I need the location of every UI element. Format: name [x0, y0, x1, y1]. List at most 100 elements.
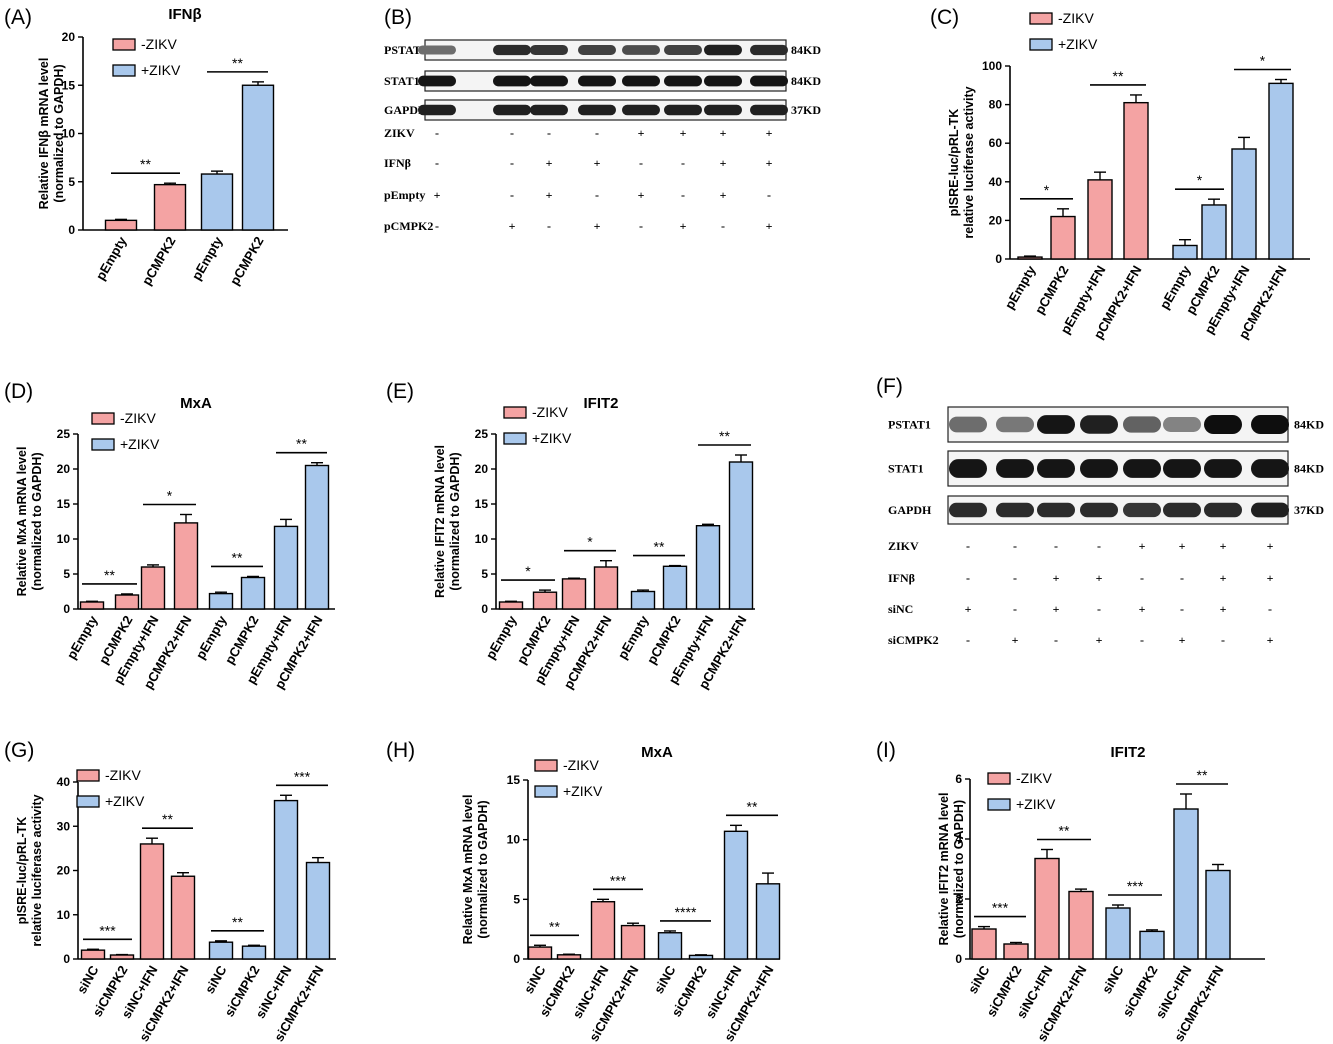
condition-sign: +: [1179, 633, 1186, 647]
chart-title: IFIT2: [583, 395, 618, 412]
condition-label: pEmpty: [384, 188, 425, 202]
y-axis-label: (normalized to GAPDH): [476, 800, 490, 938]
significance-label: ****: [675, 904, 697, 920]
bar: [1034, 857, 1060, 960]
blot-band: [949, 502, 987, 518]
legend-label: +ZIKV: [1058, 36, 1098, 52]
bar: [241, 945, 267, 960]
blot-band: [1163, 416, 1201, 433]
chart-title: IFIT2: [1110, 744, 1145, 761]
chart-panel-D: (D) MxA 0 5 10 15 20 25 Relative MxA mRNA level(…: [4, 380, 335, 692]
y-tick-label: 20: [57, 864, 71, 878]
significance-label: **: [1113, 68, 1124, 84]
panel-label: (F): [876, 375, 903, 398]
legend-swatch: [534, 785, 558, 798]
panel-label: (H): [386, 739, 415, 762]
bar: [104, 219, 138, 231]
y-axis-label: pISRE-luc/pRL-TK: [947, 109, 961, 217]
condition-sign: -: [639, 156, 643, 170]
condition-sign: +: [766, 219, 773, 233]
blot-band: [704, 104, 742, 116]
condition-sign: -: [1013, 539, 1017, 553]
y-tick-label: 5: [513, 892, 520, 906]
condition-label: pCMPK2: [384, 219, 433, 233]
blot-band: [418, 45, 456, 55]
condition-sign: -: [966, 539, 970, 553]
condition-sign: +: [766, 126, 773, 140]
significance-label: ***: [610, 872, 627, 888]
bar: [1017, 256, 1043, 260]
molecular-weight-label: 84KD: [791, 43, 821, 57]
condition-sign: +: [1096, 633, 1103, 647]
significance-label: **: [549, 918, 560, 934]
y-tick-label: 5: [63, 567, 70, 581]
y-tick-label: 10: [475, 532, 489, 546]
y-tick-label: 10: [507, 833, 521, 847]
condition-sign: +: [546, 156, 553, 170]
bar: [1201, 204, 1227, 260]
y-tick-label: 0: [995, 252, 1002, 266]
blot-band: [664, 45, 702, 55]
x-tick-label: pEmpty: [1002, 262, 1039, 311]
legend-label: -ZIKV: [563, 757, 599, 773]
condition-sign: -: [1140, 633, 1144, 647]
bar: [620, 924, 646, 960]
condition-sign: +: [594, 156, 601, 170]
condition-label: IFNβ: [384, 156, 411, 170]
bar: [527, 946, 553, 960]
blot-band: [1080, 415, 1118, 434]
bar: [755, 883, 781, 960]
bar: [173, 522, 199, 610]
significance-label: **: [162, 811, 173, 827]
bar: [1105, 907, 1131, 960]
x-tick-label: pCMPK2: [139, 234, 179, 288]
chart-panel-H: (H) MxA 0 5 10 15 Relative MxA mRNA level (norm…: [386, 739, 781, 1044]
bar: [1231, 148, 1257, 260]
chart-panel-I: (I) IFIT2 0 2 4 6 Relative IFIT2 mRNA level (no…: [876, 739, 1265, 1044]
legend-label: +ZIKV: [563, 783, 603, 799]
condition-sign: -: [681, 156, 685, 170]
condition-sign: +: [1220, 539, 1227, 553]
blot-band: [664, 104, 702, 116]
x-tick-label: pCMPK2: [227, 234, 267, 288]
blot-band: [622, 75, 660, 87]
significance-label: *: [525, 563, 531, 579]
significance-label: **: [104, 567, 115, 583]
bar: [139, 843, 165, 960]
y-tick-label: 0: [63, 602, 70, 616]
bar: [273, 525, 299, 610]
bar: [1172, 244, 1198, 260]
panel-label: (E): [386, 380, 414, 403]
condition-sign: +: [1267, 633, 1274, 647]
significance-label: *: [1044, 182, 1050, 198]
blot-band: [418, 75, 456, 87]
condition-sign: +: [1220, 602, 1227, 616]
bar: [1068, 890, 1094, 960]
molecular-weight-label: 84KD: [1294, 462, 1324, 476]
blot-band: [1163, 459, 1201, 478]
blot-band: [750, 75, 788, 87]
y-tick-label: 10: [57, 908, 71, 922]
bar: [1205, 869, 1231, 960]
chart-panel-G: (G) 0 10 20 30 40 pISRE-luc/pRL-TK relative luc…: [4, 739, 336, 1044]
blot-band: [1123, 459, 1161, 478]
condition-sign: -: [1013, 571, 1017, 585]
bar: [304, 464, 330, 610]
bar: [593, 566, 619, 610]
blot-band: [1037, 415, 1075, 434]
x-tick-label: siNC: [521, 962, 549, 996]
condition-sign: -: [595, 188, 599, 202]
x-tick-label: siNC: [1099, 962, 1127, 996]
bar: [273, 799, 299, 960]
y-axis-label: Relative MxA mRNA level: [15, 447, 29, 597]
y-tick-label: 40: [989, 175, 1003, 189]
bar: [200, 173, 234, 231]
condition-sign: +: [546, 188, 553, 202]
condition-sign: -: [510, 156, 514, 170]
blot-band: [1123, 502, 1161, 518]
y-tick-label: 80: [989, 98, 1003, 112]
legend-swatch: [503, 406, 527, 419]
blot-band: [530, 44, 568, 56]
chart-panel-A: (A) IFNβ 0 5 10 15 20 Relative IFNβ mRNA level(…: [4, 6, 288, 288]
molecular-weight-label: 37KD: [791, 103, 821, 117]
